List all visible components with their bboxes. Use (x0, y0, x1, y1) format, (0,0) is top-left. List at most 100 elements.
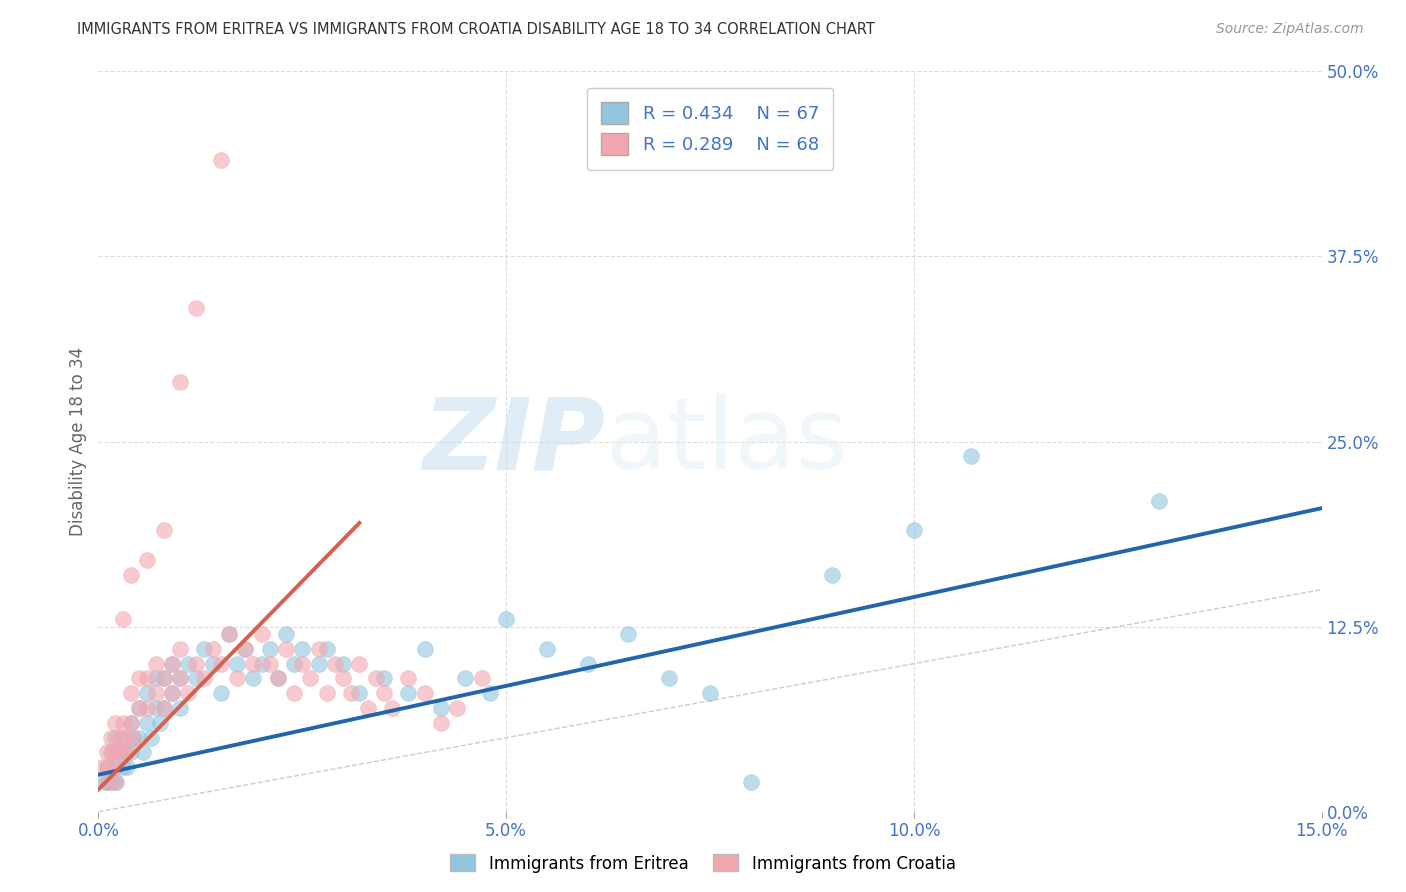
Point (364, 672, 387, 686)
Point (136, 715, 159, 730)
Point (242, 672, 264, 686)
Point (576, 657, 599, 671)
Point (136, 686, 159, 700)
Point (218, 627, 240, 641)
Point (454, 672, 477, 686)
Point (115, 760, 138, 774)
Point (233, 641, 256, 656)
Point (209, 657, 232, 671)
Point (120, 686, 142, 700)
Point (128, 672, 150, 686)
Point (96, 746, 118, 760)
Text: Source: ZipAtlas.com: Source: ZipAtlas.com (1216, 22, 1364, 37)
Point (136, 701, 159, 715)
Point (267, 672, 290, 686)
Text: atlas: atlas (606, 393, 848, 490)
Point (96, 775, 118, 789)
Text: IMMIGRANTS FROM ERITREA VS IMMIGRANTS FROM CROATIA DISABILITY AGE 18 TO 34 CORRE: IMMIGRANTS FROM ERITREA VS IMMIGRANTS FR… (77, 22, 875, 37)
Point (97, 775, 120, 789)
Point (323, 657, 346, 671)
Point (121, 731, 143, 745)
Point (100, 746, 122, 760)
Point (136, 553, 159, 567)
Point (186, 672, 208, 686)
Point (430, 701, 453, 715)
Point (373, 672, 395, 686)
Point (115, 746, 138, 760)
Point (96, 760, 118, 774)
Point (105, 746, 128, 760)
Point (169, 672, 191, 686)
Point (145, 657, 167, 671)
Point (201, 641, 224, 656)
Point (332, 657, 354, 671)
Point (100, 731, 122, 745)
Point (740, 775, 762, 789)
Point (274, 627, 297, 641)
Point (169, 672, 191, 686)
Point (495, 612, 517, 626)
Point (94, 775, 117, 789)
Point (120, 746, 142, 760)
Point (349, 657, 371, 671)
Point (242, 657, 264, 671)
Point (141, 731, 163, 745)
Point (152, 701, 174, 715)
Point (101, 775, 124, 789)
Point (617, 627, 640, 641)
Point (193, 641, 215, 656)
Point (160, 686, 183, 700)
Point (259, 641, 281, 656)
Point (169, 641, 191, 656)
Point (340, 686, 363, 700)
Point (169, 701, 191, 715)
Point (177, 686, 200, 700)
Point (108, 731, 131, 745)
Point (111, 715, 134, 730)
Point (396, 686, 419, 700)
Point (349, 686, 371, 700)
Point (381, 701, 404, 715)
Point (903, 524, 925, 538)
Point (291, 657, 314, 671)
Point (186, 301, 208, 316)
Point (145, 672, 167, 686)
Y-axis label: Disability Age 18 to 34: Disability Age 18 to 34 (69, 347, 87, 536)
Point (430, 715, 453, 730)
Legend: R = 0.434    N = 67, R = 0.289    N = 68: R = 0.434 N = 67, R = 0.289 N = 68 (586, 87, 834, 169)
Point (536, 641, 558, 656)
Point (132, 746, 155, 760)
Point (120, 715, 142, 730)
Point (105, 775, 128, 789)
Point (201, 657, 224, 671)
Point (250, 657, 273, 671)
Point (259, 657, 281, 671)
Point (332, 672, 354, 686)
Point (104, 731, 127, 745)
Point (233, 641, 256, 656)
Point (308, 657, 330, 671)
Legend: Immigrants from Eritrea, Immigrants from Croatia: Immigrants from Eritrea, Immigrants from… (444, 847, 962, 880)
Point (121, 731, 143, 745)
Point (104, 715, 127, 730)
Point (283, 686, 305, 700)
Point (152, 701, 174, 715)
Point (114, 731, 136, 745)
Point (291, 641, 314, 656)
Point (128, 701, 150, 715)
Point (101, 746, 124, 760)
Point (108, 746, 131, 760)
Point (373, 686, 395, 700)
Point (152, 524, 174, 538)
Point (250, 627, 273, 641)
Point (308, 641, 330, 656)
Point (160, 657, 183, 671)
Point (114, 746, 136, 760)
Point (267, 672, 290, 686)
Point (699, 686, 721, 700)
Point (413, 686, 436, 700)
Point (209, 686, 232, 700)
Point (104, 775, 127, 789)
Point (111, 612, 134, 626)
Point (152, 672, 174, 686)
